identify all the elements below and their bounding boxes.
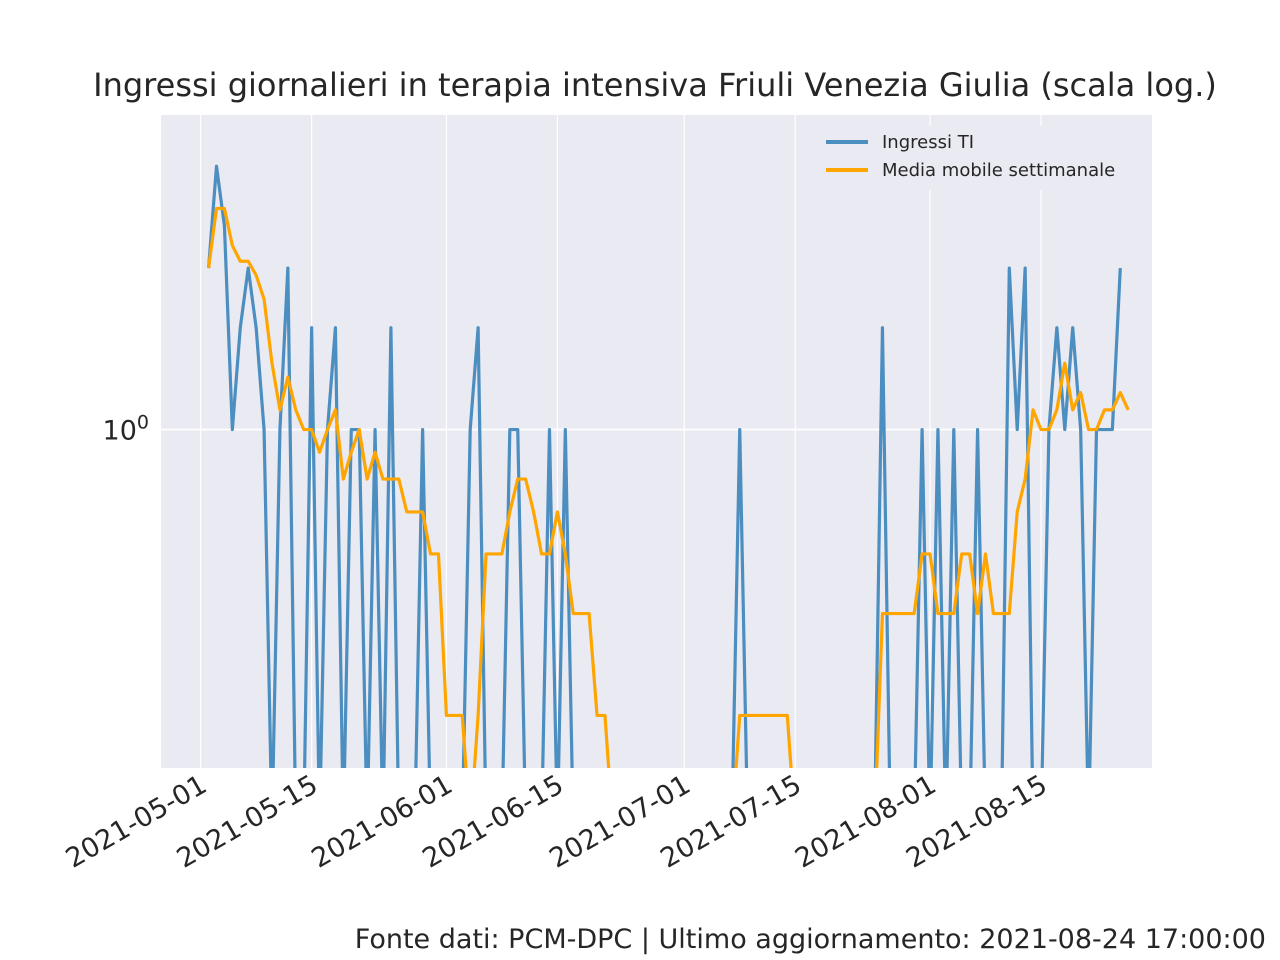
legend-item-media: Media mobile settimanale — [826, 156, 1115, 184]
series-line-media — [206, 206, 1130, 768]
legend-swatch-media — [826, 168, 868, 172]
y-tick-label: 100 — [103, 412, 149, 447]
series-line-ingressi — [206, 164, 1122, 768]
footer-source: Fonte dati: PCM-DPC | Ultimo aggiornamen… — [354, 924, 1266, 955]
legend-label-ingressi: Ingressi TI — [882, 131, 975, 153]
legend: Ingressi TI Media mobile settimanale — [814, 126, 1146, 190]
legend-label-media: Media mobile settimanale — [882, 159, 1116, 181]
legend-swatch-ingressi — [826, 140, 868, 144]
legend-item-ingressi: Ingressi TI — [826, 128, 974, 156]
chart-title: Ingressi giornalieri in terapia intensiv… — [93, 66, 1217, 104]
